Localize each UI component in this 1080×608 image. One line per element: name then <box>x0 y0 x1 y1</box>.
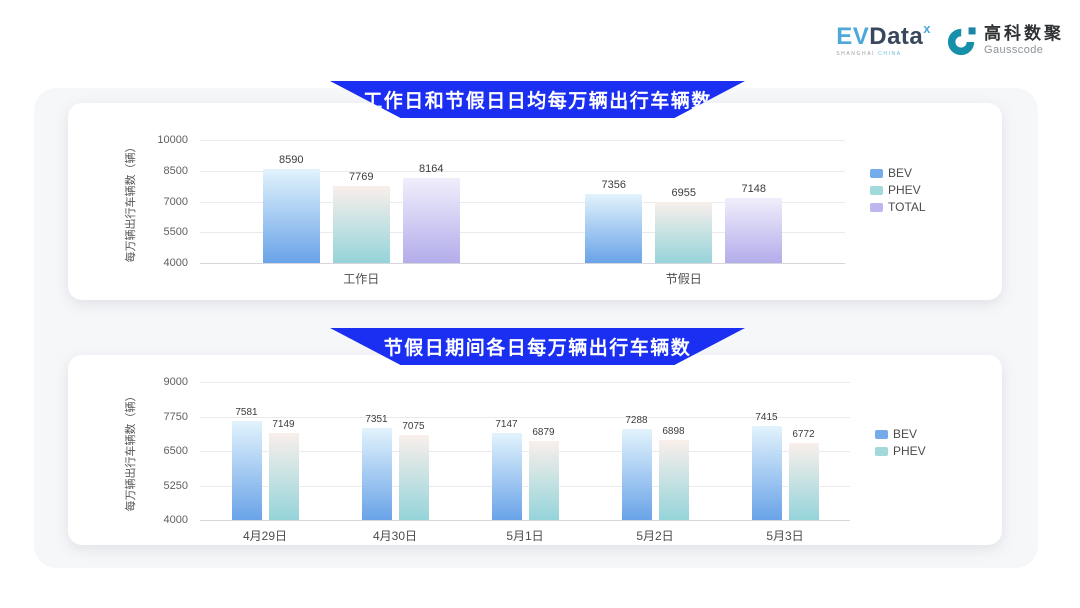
gausscode-cn-name: 高科数聚 <box>984 24 1064 44</box>
x-axis-label: 节假日 <box>665 272 702 286</box>
chart2-bar-chart: 4000 5250 6500 7750 9000 每万辆出行车辆数（辆） 7581 7149 4… <box>68 355 1002 545</box>
legend-swatch <box>875 446 888 456</box>
legend-item-bev[interactable]: BEV <box>870 166 912 180</box>
bar-value-label: 7415 <box>755 411 778 423</box>
bar-value-label: 8164 <box>419 162 444 175</box>
y-tick-label: 7000 <box>163 195 188 208</box>
bar-value-label: 7351 <box>365 413 388 425</box>
gridline <box>200 170 845 172</box>
gridline <box>200 382 850 383</box>
bar-value-label: 7356 <box>601 179 626 192</box>
legend-item-phev[interactable]: PHEV <box>870 183 921 197</box>
y-tick-label: 7750 <box>163 410 188 423</box>
y-tick-label: 9000 <box>163 376 188 388</box>
gausscode-en-name: Gausscode <box>984 43 1044 56</box>
bar-value-label: 7149 <box>272 419 295 431</box>
chart2-card: 4000 5250 6500 7750 9000 每万辆出行车辆数（辆） 7581 7149 4… <box>68 355 1002 545</box>
legend-label: PHEV <box>888 183 921 197</box>
y-axis-title: 每万辆出行车辆数（辆） <box>125 141 137 262</box>
y-tick-label: 5500 <box>163 226 188 239</box>
y-tick-label: 5250 <box>163 479 188 492</box>
bar-total[interactable] <box>725 198 783 263</box>
evdata-x-mark: x <box>923 21 931 36</box>
bar-bev[interactable] <box>262 168 320 263</box>
chart1-title-banner: 工作日和节假日日均每万辆出行车辆数 <box>330 81 745 118</box>
x-axis-label: 4月30日 <box>372 529 418 543</box>
header-logos: EVDatax SHANGHAI CHINA 高科数聚 Gausscode <box>836 21 1064 57</box>
evdata-tagline: SHANGHAI CHINA <box>836 52 931 57</box>
gausscode-logo: 高科数聚 Gausscode <box>947 24 1064 56</box>
bar-value-label: 8590 <box>279 153 304 166</box>
y-tick-label: 4000 <box>163 257 188 269</box>
legend-label: PHEV <box>893 444 926 458</box>
bar-value-label: 7288 <box>625 415 648 427</box>
bar-value-label: 7769 <box>349 170 374 183</box>
bar-value-label: 7075 <box>402 421 425 433</box>
gridline <box>200 485 850 487</box>
bar-value-label: 6955 <box>671 187 696 200</box>
legend-label: TOTAL <box>888 200 926 214</box>
bar-bev[interactable] <box>361 427 392 520</box>
legend-swatch <box>870 202 883 212</box>
x-axis-label: 4月29日 <box>242 529 288 543</box>
x-axis-label: 5月1日 <box>506 529 544 543</box>
bar-total[interactable] <box>402 177 460 263</box>
chart1-card: 4000 5500 7000 8500 10000 每万辆出行车辆数（辆） 8590 7769… <box>68 103 1002 300</box>
x-axis-label: 5月2日 <box>636 529 674 543</box>
legend-label: BEV <box>893 427 918 441</box>
gausscode-icon <box>947 26 976 55</box>
bar-phev[interactable] <box>658 440 689 520</box>
gridline <box>200 232 845 234</box>
legend-item-total[interactable]: TOTAL <box>870 200 926 214</box>
bar-phev[interactable] <box>332 185 390 263</box>
chart1-title: 工作日和节假日日均每万辆出行车辆数 <box>363 91 712 112</box>
gausscode-text: 高科数聚 Gausscode <box>984 24 1064 56</box>
legend-label: BEV <box>888 166 913 180</box>
chart2-title-banner: 节假日期间各日每万辆出行车辆数 <box>330 328 745 365</box>
bar-phev[interactable] <box>788 443 819 520</box>
evdata-ev-text: EV <box>836 23 870 50</box>
legend-swatch <box>875 429 888 439</box>
evdata-data-text: Data <box>869 23 924 50</box>
bar-bev[interactable] <box>621 429 652 520</box>
bar-phev[interactable] <box>528 440 559 520</box>
x-axis-line <box>200 263 845 264</box>
evdata-tagline-country: CHINA <box>878 51 902 57</box>
bar-value-label: 7148 <box>741 183 766 196</box>
bar-bev[interactable] <box>491 433 522 520</box>
evdata-logo: EVDatax SHANGHAI CHINA <box>836 21 931 57</box>
bar-value-label: 7147 <box>495 419 518 431</box>
bar-phev[interactable] <box>398 435 429 520</box>
gridline <box>200 416 850 418</box>
legend-swatch <box>870 185 883 195</box>
bar-phev[interactable] <box>655 202 713 263</box>
bar-bev[interactable] <box>585 194 643 263</box>
y-tick-label: 8500 <box>163 164 188 177</box>
x-axis-label: 工作日 <box>343 272 380 286</box>
y-axis-title: 每万辆出行车辆数（辆） <box>125 390 137 512</box>
x-axis-line <box>200 520 850 521</box>
evdata-tagline-place: SHANGHAI <box>836 51 876 57</box>
gridline <box>200 140 845 141</box>
legend-swatch <box>870 168 883 178</box>
legend-item-phev[interactable]: PHEV <box>875 444 926 458</box>
bar-bev[interactable] <box>751 425 782 520</box>
y-tick-label: 4000 <box>163 514 188 526</box>
bar-phev[interactable] <box>268 433 299 520</box>
y-tick-label: 10000 <box>157 134 188 146</box>
gridline <box>200 201 845 203</box>
bar-value-label: 6898 <box>662 426 685 437</box>
chart1-bar-chart: 4000 5500 7000 8500 10000 每万辆出行车辆数（辆） 8590 7769… <box>68 103 1002 300</box>
bar-bev[interactable] <box>231 421 262 520</box>
y-tick-label: 6500 <box>163 445 188 457</box>
bar-value-label: 7581 <box>235 407 258 419</box>
bar-value-label: 6772 <box>792 429 815 441</box>
evdata-wordmark: EVDatax <box>836 21 931 50</box>
gridline <box>200 451 850 452</box>
chart2-title: 节假日期间各日每万辆出行车辆数 <box>383 338 692 359</box>
x-axis-label: 5月3日 <box>766 529 804 543</box>
bar-value-label: 6879 <box>532 426 555 438</box>
legend-item-bev[interactable]: BEV <box>875 427 917 441</box>
